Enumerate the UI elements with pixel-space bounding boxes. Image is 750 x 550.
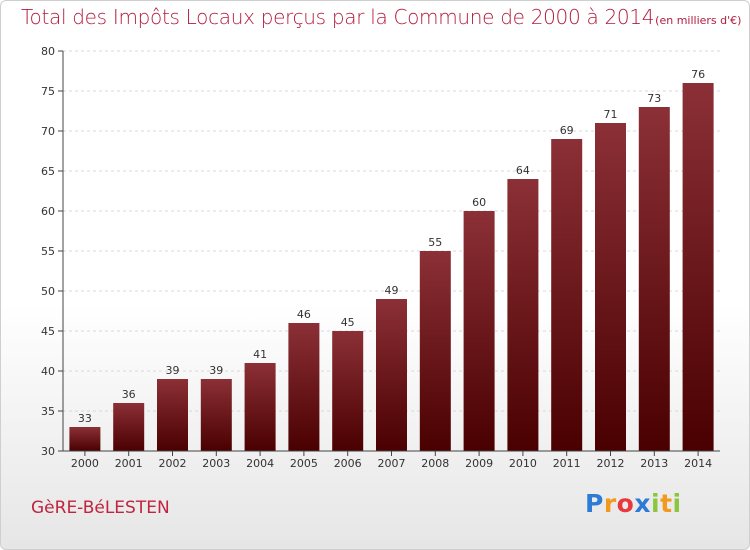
x-tick-label-2008: 2008 — [421, 457, 449, 470]
bar-2003 — [200, 379, 232, 451]
x-tick-label-2007: 2007 — [378, 457, 406, 470]
x-tick-label-2003: 2003 — [202, 457, 230, 470]
axes — [58, 50, 720, 456]
unit-note: (en milliers d'€) — [655, 14, 742, 27]
bar-2005 — [288, 323, 320, 451]
bar-2000 — [69, 427, 101, 451]
bar-2011 — [551, 139, 583, 451]
x-tick-label-2013: 2013 — [640, 457, 668, 470]
value-label-2009: 60 — [472, 196, 486, 209]
logo-letter: i — [651, 489, 661, 518]
value-label-2013: 73 — [647, 92, 661, 105]
bars — [69, 83, 714, 451]
value-label-2006: 45 — [341, 316, 355, 329]
value-label-2007: 49 — [385, 284, 399, 297]
y-tick-label: 80 — [41, 45, 55, 58]
logo-letter: o — [616, 489, 635, 518]
logo-letter: i — [672, 489, 682, 518]
value-label-2010: 64 — [516, 164, 530, 177]
commune-name: GèRE-BéLESTEN — [31, 498, 170, 518]
x-tick-label-2009: 2009 — [465, 457, 493, 470]
value-label-2000: 33 — [78, 412, 92, 425]
y-tick-label: 70 — [41, 125, 55, 138]
x-tick-label-2001: 2001 — [115, 457, 143, 470]
x-tick-label-2014: 2014 — [684, 457, 712, 470]
x-tick-label-2005: 2005 — [290, 457, 318, 470]
logo-letter: r — [603, 489, 617, 518]
y-tick-label: 45 — [41, 325, 55, 338]
chart-title: Total des Impôts Locaux perçus par la Co… — [21, 5, 741, 29]
x-tick-label-2002: 2002 — [159, 457, 187, 470]
y-tick-label: 50 — [41, 285, 55, 298]
value-label-2002: 39 — [166, 364, 180, 377]
bar-2007 — [376, 299, 407, 451]
x-tick-label-2010: 2010 — [509, 457, 537, 470]
value-label-2011: 69 — [560, 124, 574, 137]
logo-letter: t — [660, 489, 673, 518]
y-tick-label: 75 — [41, 85, 55, 98]
value-label-2001: 36 — [122, 388, 136, 401]
x-tick-label-2006: 2006 — [334, 457, 362, 470]
x-tick-label-2011: 2011 — [553, 457, 581, 470]
value-label-2003: 39 — [209, 364, 223, 377]
labels: 30 35 40 45 50 55 60 65 70 75 80 33 2000 36 2001 39 2002… — [41, 45, 712, 470]
proxiti-logo: Proxiti — [585, 489, 682, 518]
bar-2014 — [682, 83, 714, 451]
logo-letter: x — [634, 489, 651, 518]
bar-2009 — [463, 211, 495, 451]
value-label-2012: 71 — [604, 108, 618, 121]
value-label-2014: 76 — [691, 68, 705, 81]
chart-title-text: Total des Impôts Locaux perçus par la Co… — [21, 5, 655, 29]
y-tick-label: 30 — [41, 445, 55, 458]
y-tick-label: 40 — [41, 365, 55, 378]
bar-2013 — [638, 107, 670, 451]
x-tick-label-2012: 2012 — [597, 457, 625, 470]
bar-2001 — [113, 403, 145, 451]
y-tick-label: 60 — [41, 205, 55, 218]
bar-2012 — [595, 123, 626, 451]
bar-2006 — [332, 331, 364, 451]
y-tick-label: 55 — [41, 245, 55, 258]
bar-2002 — [157, 379, 188, 451]
value-label-2008: 55 — [428, 236, 442, 249]
bar-2008 — [419, 251, 451, 451]
logo-letter: P — [585, 489, 604, 518]
y-tick-label: 35 — [41, 405, 55, 418]
y-tick-label: 65 — [41, 165, 55, 178]
x-tick-label-2004: 2004 — [246, 457, 274, 470]
value-label-2004: 41 — [253, 348, 267, 361]
bar-2010 — [507, 179, 539, 451]
bar-2004 — [244, 363, 276, 451]
x-tick-label-2000: 2000 — [71, 457, 99, 470]
value-label-2005: 46 — [297, 308, 311, 321]
